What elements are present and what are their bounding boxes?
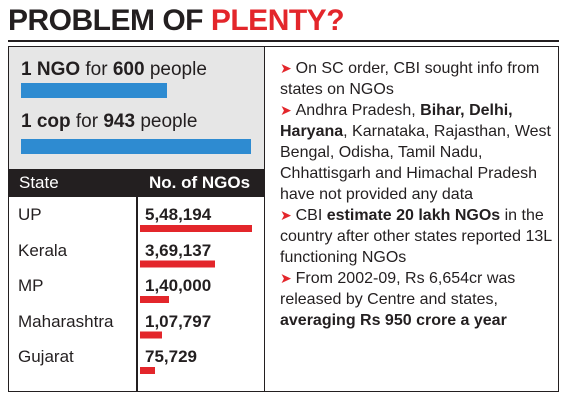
ratio-ngo-tail: people xyxy=(144,59,207,80)
value-label: 1,40,000 xyxy=(145,276,212,295)
title-rule xyxy=(8,40,559,42)
ratio-cop-mid: for xyxy=(70,111,104,132)
arrow-right-icon: ➤ xyxy=(280,207,296,223)
state-label: Kerala xyxy=(18,240,68,260)
header-ngos: No. of NGOs xyxy=(149,173,251,192)
value-label: 1,07,797 xyxy=(145,311,212,331)
header-state: State xyxy=(19,173,59,192)
ratio-ngo-num: 600 xyxy=(112,59,145,80)
note-item: ➤ Andhra Pradesh, Bihar, Delhi, Haryana,… xyxy=(280,100,555,205)
note-item: ➤ On SC order, CBI sought info from stat… xyxy=(280,58,555,100)
note-text: in the country after other states report… xyxy=(280,207,552,266)
arrow-right-icon: ➤ xyxy=(280,270,296,286)
table-separator xyxy=(136,197,138,391)
value-label: 5,48,194 xyxy=(145,205,212,224)
arrow-right-icon: ➤ xyxy=(280,60,296,76)
column-divider xyxy=(264,47,265,391)
note-text: CBI xyxy=(295,207,327,224)
ratio-panel: 1 NGO for 600 people 1 cop for 943 peopl… xyxy=(9,47,264,169)
title-part-1: PROBLEM OF xyxy=(8,4,211,37)
ratio-ngo-lead: 1 NGO xyxy=(21,59,81,80)
state-label: Maharashtra xyxy=(18,311,114,331)
note-text: From 2002-09, Rs 6,654cr was released by… xyxy=(280,270,516,308)
bar-up xyxy=(140,225,252,232)
state-label: MP xyxy=(18,276,44,295)
note-text: , Karnataka, Rajasthan, West Bengal, Odi… xyxy=(280,123,551,203)
ratio-bar-cop xyxy=(21,139,251,154)
state-label: Gujarat xyxy=(18,347,74,366)
bar-gujarat xyxy=(140,367,155,374)
bar-mp xyxy=(140,296,169,303)
ratio-cop-tail: people xyxy=(135,111,198,132)
ratio-cop-num: 943 xyxy=(103,111,136,132)
bar-maharashtra xyxy=(140,331,162,339)
ratio-line-cop: 1 cop for 943 people xyxy=(21,111,197,133)
state-label: UP xyxy=(18,205,42,224)
graphic-frame xyxy=(8,46,559,392)
ratio-cop-lead: 1 cop xyxy=(21,111,71,132)
arrow-right-icon: ➤ xyxy=(280,102,296,118)
title-part-2: PLENTY? xyxy=(210,4,345,37)
note-text: averaging Rs 950 crore a year xyxy=(280,312,507,329)
value-label: 75,729 xyxy=(145,347,197,366)
note-text: Bihar, Delhi, Haryana xyxy=(280,102,513,140)
note-item: ➤ CBI estimate 20 lakh NGOs in the count… xyxy=(280,205,555,268)
bar-kerala xyxy=(140,260,215,268)
page-title: PROBLEM OF PLENTY? xyxy=(8,4,345,38)
ratio-bar-ngo xyxy=(21,83,167,98)
note-item: ➤ From 2002-09, Rs 6,654cr was released … xyxy=(280,268,555,331)
table-header: State No. of NGOs xyxy=(9,169,264,197)
ratio-ngo-mid: for xyxy=(80,59,113,80)
note-text: On SC order, CBI sought info from states… xyxy=(280,60,540,98)
notes-list: ➤ On SC order, CBI sought info from stat… xyxy=(280,58,555,331)
note-text: Andhra Pradesh, xyxy=(295,102,421,119)
note-text: estimate 20 lakh NGOs xyxy=(326,207,501,224)
value-label: 3,69,137 xyxy=(145,240,212,260)
ratio-line-ngo: 1 NGO for 600 people xyxy=(21,59,207,81)
